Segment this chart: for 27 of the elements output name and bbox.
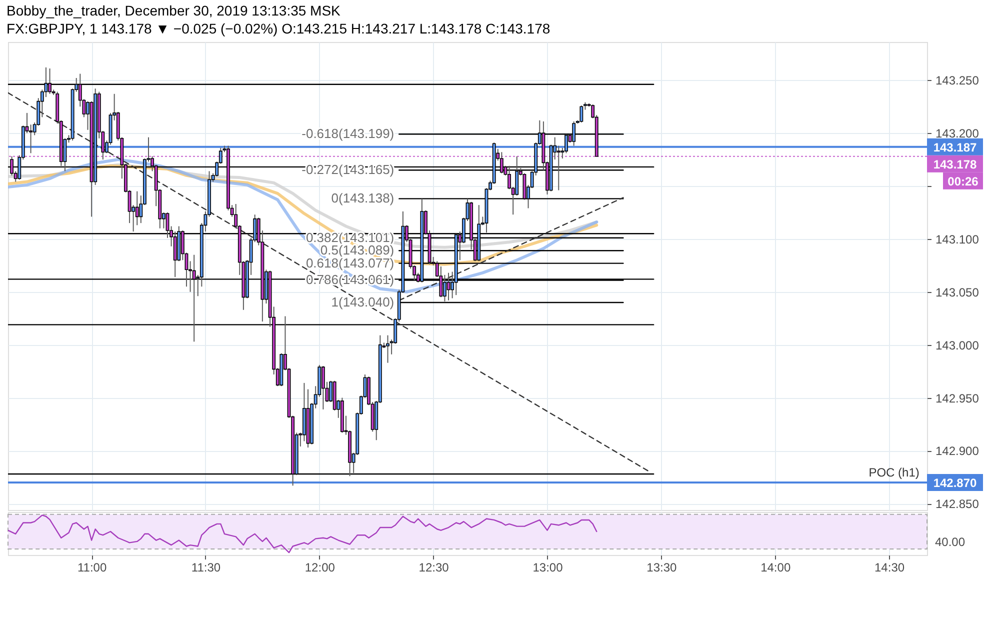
x-tick-label: 14:00 (760, 560, 791, 574)
y-tick-label: 142.900 (936, 444, 980, 458)
ref-line-label: 142.870 (933, 476, 978, 490)
text: 00:26 (948, 174, 979, 188)
x-tick-label: 11:30 (191, 560, 221, 574)
x-tick-label: 12:00 (304, 560, 336, 574)
x-tick-label: 13:30 (646, 560, 678, 574)
series-label: 0(143.138) (331, 190, 394, 206)
y-tick-label: 143.250 (936, 74, 980, 88)
y-tick-label: 143.100 (936, 232, 980, 246)
y-tick-label: 143.000 (936, 338, 980, 352)
x-tick-label: 13:00 (532, 560, 564, 574)
text: 40.00 (935, 535, 966, 550)
x-tick-label: 12:30 (418, 560, 450, 574)
chart-title: Bobby_the_trader, December 30, 2019 13:13:35 MSK (6, 2, 342, 18)
y-tick-label: 142.950 (936, 391, 980, 406)
y-tick-label: 142.850 (936, 497, 980, 512)
x-tick-label: 11:00 (77, 560, 107, 574)
y-tick-label: 143.050 (936, 285, 980, 300)
ref-line-label: 143.187 (933, 140, 978, 154)
ref-line-label: 143.178 (933, 157, 978, 172)
y-tick-label: 143.200 (936, 126, 980, 141)
annotation: POC (h1) (868, 465, 920, 480)
series-label: 1(143.040) (331, 294, 394, 310)
series-label: -0.618(143.199) (302, 126, 394, 142)
x-tick-label: 14:30 (874, 560, 905, 574)
chart-subtitle: FX:GBPJPY, 1 143.178 ▼ −0.025 (−0.02%) O:143.215 H:143.217 L:143.178 C:143.178 (6, 20, 550, 36)
